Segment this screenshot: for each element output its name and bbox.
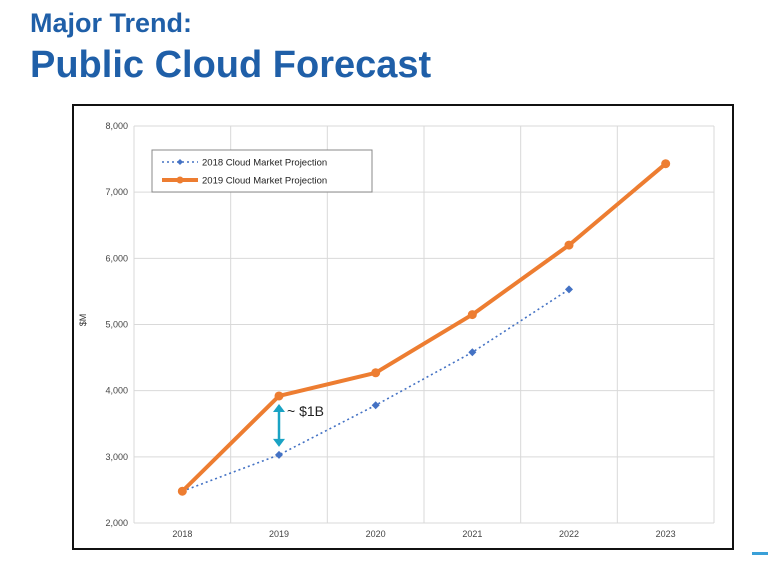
x-tick-label: 2020 [366,529,386,539]
x-tick-label: 2021 [462,529,482,539]
series-2-point [564,240,574,250]
series-1-point [371,401,380,410]
slide-title-line2: Public Cloud Forecast [30,44,432,86]
slide-title-line1: Major Trend: [30,8,193,38]
line-chart: 2,000 3,000 4,000 5,000 6,000 7,000 8,000 2018… [78,121,715,539]
y-tick-label: 4,000 [105,386,128,396]
series-1-point [565,285,573,294]
series-2-point [467,310,477,320]
legend-marker [176,176,184,184]
chart-legend: 2018 Cloud Market Projection 2019 Cloud M… [151,149,373,193]
y-tick-label: 6,000 [105,253,128,263]
slide-accent-bar [752,552,768,555]
annotation-label: ~ $1B [287,403,324,419]
legend-marker [177,159,183,165]
series-line-2 [180,162,667,493]
annotation-arrow-head [273,403,285,412]
series-2-point [274,391,284,401]
y-tick-label: 2,000 [105,518,128,528]
series-1-point [468,348,477,357]
annotation-arrow-head [273,438,285,447]
x-tick-label: 2018 [172,529,192,539]
y-tick-label: 3,000 [105,452,128,462]
legend-label: 2019 Cloud Market Projection [202,176,327,187]
y-tick-label: 7,000 [105,187,128,197]
x-tick-label: 2019 [269,529,289,539]
y-axis-label: $M [78,314,88,327]
y-tick-label: 5,000 [105,320,128,330]
y-tick-label: 8,000 [105,121,128,131]
x-tick-label: 2023 [656,529,676,539]
series-1-point [275,450,283,459]
legend-label: 2018 Cloud Market Projection [202,158,327,169]
series-2-point [661,159,671,169]
series-2-point [371,368,381,378]
chart-frame: 2,000 3,000 4,000 5,000 6,000 7,000 8,000 2018… [72,104,734,550]
x-tick-label: 2022 [559,529,579,539]
legend-box [151,149,373,193]
series-2-point [177,486,187,496]
